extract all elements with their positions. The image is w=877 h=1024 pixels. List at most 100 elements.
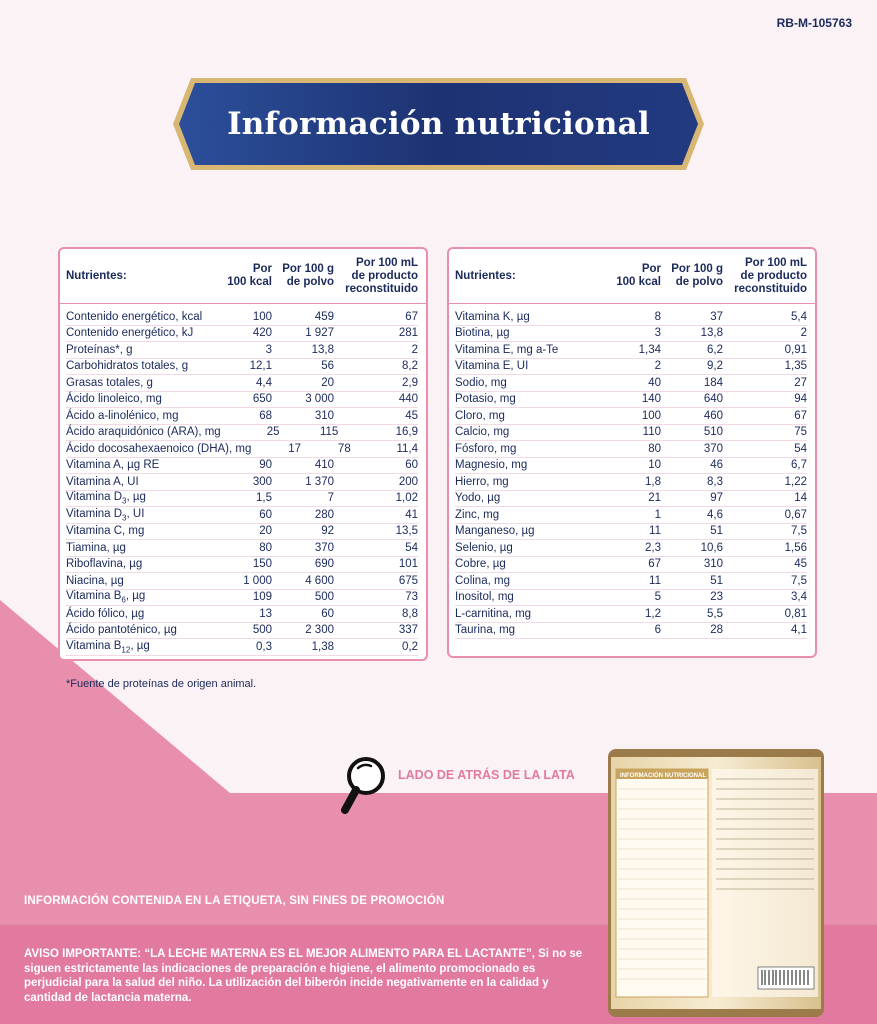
header-per-kcal: Por 100 kcal xyxy=(227,263,272,288)
nutrient-name: Ácido linoleico, mg xyxy=(66,393,162,406)
nutrient-name: Calcio, mg xyxy=(455,426,510,439)
table-header: Nutrientes: Por 100 kcal Por 100 g de polv… xyxy=(60,249,426,304)
table-row: Inositol, mg 5 23 3,4 xyxy=(455,590,807,606)
nutrient-name: Ácido docosahexaenoico (DHA), mg xyxy=(66,442,252,455)
value-per-100ml: 1,22 xyxy=(784,475,807,488)
value-per-kcal: 6 xyxy=(654,624,661,637)
table-row: Contenido energético, kJ 420 1 927 281 xyxy=(66,326,418,342)
value-per-kcal: 1,5 xyxy=(256,492,272,505)
nutrient-name: Hierro, mg xyxy=(455,475,509,488)
value-per-100ml: 54 xyxy=(794,442,807,455)
value-per-100g: 640 xyxy=(703,393,723,406)
value-per-kcal: 2 xyxy=(654,360,661,373)
value-per-100g: 28 xyxy=(710,624,723,637)
value-per-100ml: 2 xyxy=(800,327,807,340)
header-per-kcal: Por 100 kcal xyxy=(616,263,661,288)
value-per-kcal: 420 xyxy=(252,327,272,340)
value-per-100ml: 8,2 xyxy=(402,360,418,373)
nutrient-name: Vitamina A, UI xyxy=(66,475,139,488)
value-per-kcal: 100 xyxy=(252,310,272,323)
table-row: Cobre, µg 67 310 45 xyxy=(455,557,807,573)
table-row: Calcio, mg 110 510 75 xyxy=(455,425,807,441)
header-per-100ml: Por 100 mL de producto reconstituido xyxy=(345,256,418,295)
nutrient-name: Magnesio, mg xyxy=(455,459,528,472)
value-per-100ml: 0,2 xyxy=(402,640,418,653)
value-per-100g: 4,6 xyxy=(707,508,723,521)
table-row: Vitamina B12, µg 0,3 1,38 0,2 xyxy=(66,639,418,656)
value-per-100g: 20 xyxy=(321,376,334,389)
table-body: Contenido energético, kcal 100 459 67 Conten… xyxy=(60,304,426,656)
value-per-100g: 115 xyxy=(319,426,339,439)
nutrient-name: Vitamina K, µg xyxy=(455,310,530,323)
value-per-kcal: 1,2 xyxy=(645,607,661,620)
nutrient-name: Contenido energético, kJ xyxy=(66,327,194,340)
value-per-100ml: 3,4 xyxy=(791,591,807,604)
value-per-100ml: 675 xyxy=(398,574,418,587)
value-per-100ml: 6,7 xyxy=(791,459,807,472)
value-per-100g: 56 xyxy=(321,360,334,373)
value-per-100ml: 281 xyxy=(398,327,418,340)
nutrient-name: L-carnitina, mg xyxy=(455,607,532,620)
nutrient-name: Cobre, µg xyxy=(455,558,506,571)
magnifier-icon xyxy=(341,757,385,814)
value-per-100g: 13,8 xyxy=(311,343,334,356)
value-per-kcal: 20 xyxy=(259,525,272,538)
value-per-kcal: 2,3 xyxy=(645,541,661,554)
nutrition-table-right: Nutrientes: Por 100 kcal Por 100 g de polv… xyxy=(447,247,817,658)
value-per-100g: 410 xyxy=(314,459,334,472)
banner-shape xyxy=(173,78,704,170)
table-row: Manganeso, µg 11 51 7,5 xyxy=(455,524,807,540)
table-row: L-carnitina, mg 1,2 5,5 0,81 xyxy=(455,606,807,623)
table-row: Ácido fólico, µg 13 60 8,8 xyxy=(66,606,418,623)
value-per-kcal: 13 xyxy=(259,607,272,620)
value-per-100g: 4 600 xyxy=(305,574,334,587)
table-row: Vitamina C, mg 20 92 13,5 xyxy=(66,524,418,540)
value-per-100g: 92 xyxy=(321,525,334,538)
table-row: Vitamina D3, UI 60 280 41 xyxy=(66,507,418,524)
nutrient-name: Vitamina B12, µg xyxy=(66,639,150,654)
value-per-kcal: 11 xyxy=(649,525,661,538)
value-per-100g: 10,6 xyxy=(700,541,723,554)
nutrient-name: Proteínas*, g xyxy=(66,343,133,356)
value-per-100ml: 13,5 xyxy=(395,525,418,538)
table-body: Vitamina K, µg 8 37 5,4 Biotina, µg 3 13,8 2 Vit… xyxy=(449,304,815,639)
value-per-kcal: 650 xyxy=(252,393,272,406)
value-per-kcal: 60 xyxy=(259,508,272,521)
value-per-kcal: 100 xyxy=(641,409,661,422)
value-per-100g: 500 xyxy=(314,591,334,604)
value-per-kcal: 68 xyxy=(259,409,272,422)
value-per-kcal: 67 xyxy=(648,558,661,571)
table-row: Vitamina B6, µg 109 500 73 xyxy=(66,590,418,606)
nutrient-name: Fósforo, mg xyxy=(455,442,517,455)
table-row: Vitamina K, µg 8 37 5,4 xyxy=(455,309,807,326)
value-per-kcal: 1,34 xyxy=(638,343,661,356)
table-row: Sodio, mg 40 184 27 xyxy=(455,375,807,392)
value-per-100ml: 101 xyxy=(398,558,418,571)
nutrient-name: Yodo, µg xyxy=(455,492,501,505)
nutrient-name: Vitamina C, mg xyxy=(66,525,145,538)
value-per-100ml: 440 xyxy=(398,393,418,406)
table-row: Ácido araquidónico (ARA), mg 25 115 16,9 xyxy=(66,425,418,441)
value-per-100g: 8,3 xyxy=(707,475,723,488)
table-row: Potasio, mg 140 640 94 xyxy=(455,392,807,408)
value-per-100ml: 7,5 xyxy=(791,525,807,538)
value-per-100g: 184 xyxy=(703,376,723,389)
nutrient-name: Sodio, mg xyxy=(455,376,507,389)
value-per-100g: 5,5 xyxy=(707,607,723,620)
header-per-100ml: Por 100 mL de producto reconstituido xyxy=(734,256,807,295)
value-per-100ml: 11,4 xyxy=(396,442,419,455)
value-per-100g: 280 xyxy=(314,508,334,521)
nutrient-name: Zinc, mg xyxy=(455,508,500,521)
nutrient-name: Vitamina D3, UI xyxy=(66,507,145,522)
header-nutrients: Nutrientes: xyxy=(455,270,516,282)
nutrient-name: Ácido araquidónico (ARA), mg xyxy=(66,426,221,439)
value-per-kcal: 80 xyxy=(259,541,272,554)
value-per-100ml: 0,67 xyxy=(784,508,807,521)
value-per-100ml: 27 xyxy=(794,376,807,389)
value-per-100ml: 200 xyxy=(398,475,418,488)
value-per-100ml: 8,8 xyxy=(402,607,418,620)
value-per-100ml: 1,35 xyxy=(784,360,807,373)
table-row: Contenido energético, kcal 100 459 67 xyxy=(66,309,418,326)
value-per-100g: 46 xyxy=(710,459,723,472)
value-per-100g: 78 xyxy=(337,442,351,455)
